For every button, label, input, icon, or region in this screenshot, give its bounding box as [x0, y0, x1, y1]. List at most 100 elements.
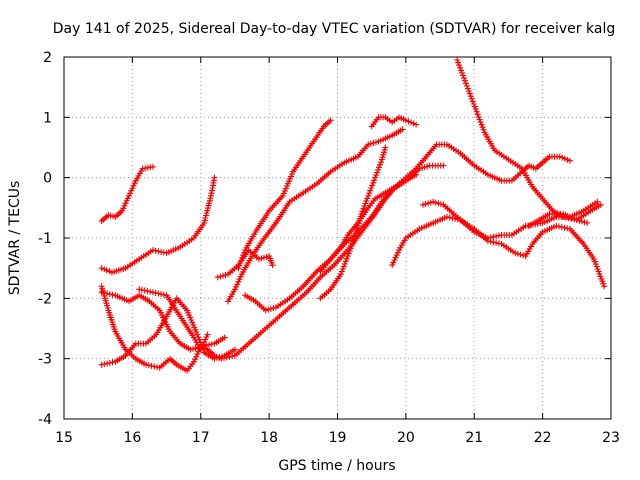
x-tick-label: 16	[123, 430, 141, 446]
data-point-marker	[364, 195, 371, 202]
data-point-marker	[106, 359, 113, 366]
data-point-marker	[155, 248, 162, 255]
data-point-marker	[422, 201, 429, 208]
data-point-marker	[440, 162, 447, 169]
x-tick-label: 23	[602, 430, 620, 446]
data-point-marker	[152, 289, 159, 296]
data-point-marker	[221, 355, 227, 362]
data-point-marker	[109, 291, 116, 298]
data-point-marker	[408, 119, 414, 126]
data-point-marker	[158, 248, 165, 255]
data-point-marker	[362, 200, 369, 207]
x-tick-label: 19	[329, 430, 347, 446]
data-point-marker	[267, 305, 274, 312]
data-point-marker	[234, 281, 241, 288]
series-s17	[526, 210, 591, 229]
data-point-marker	[98, 265, 105, 272]
data-point-marker	[145, 362, 152, 369]
data-point-marker	[241, 249, 248, 256]
data-point-marker	[367, 187, 374, 194]
data-point-marker	[365, 192, 372, 199]
data-point-marker	[413, 121, 420, 128]
data-point-marker	[368, 185, 375, 191]
x-tick-label: 21	[465, 430, 483, 446]
data-point-marker	[149, 247, 156, 254]
data-point-marker	[473, 108, 480, 115]
data-point-marker	[462, 77, 468, 84]
data-point-marker	[372, 174, 379, 181]
data-point-marker	[378, 159, 384, 166]
series-s11	[317, 144, 389, 302]
data-point-marker	[443, 213, 450, 220]
data-point-marker	[206, 341, 212, 348]
data-point-marker	[346, 247, 353, 254]
data-point-marker	[152, 247, 159, 254]
data-point-marker	[399, 126, 406, 133]
data-point-marker	[148, 362, 155, 369]
data-layer	[98, 57, 608, 374]
series-s2	[98, 174, 218, 276]
data-point-marker	[470, 101, 477, 107]
data-point-marker	[374, 169, 381, 176]
data-point-marker	[211, 174, 218, 181]
tick-layer: 15 16 17 18 19 20 21 22 23 -4 -3 -2 -1 0 1 2	[38, 50, 620, 446]
data-point-marker	[371, 177, 378, 184]
data-point-marker	[238, 257, 245, 264]
data-point-marker	[475, 113, 482, 120]
data-point-marker	[217, 273, 224, 280]
series-s14	[389, 213, 608, 290]
data-point-marker	[437, 201, 444, 208]
data-point-marker	[193, 353, 200, 360]
x-tick-label: 18	[260, 430, 278, 446]
data-point-marker	[594, 198, 601, 205]
data-point-marker	[338, 268, 345, 275]
data-point-marker	[376, 164, 382, 171]
data-point-marker	[566, 157, 573, 164]
data-point-marker	[581, 219, 588, 226]
data-point-marker	[345, 250, 352, 257]
data-point-marker	[239, 254, 246, 261]
data-point-marker	[446, 214, 453, 221]
data-point-marker	[419, 164, 426, 171]
data-point-marker	[561, 224, 568, 231]
data-point-marker	[192, 345, 199, 352]
data-point-marker	[452, 215, 459, 222]
data-point-marker	[229, 353, 236, 360]
data-point-marker	[235, 265, 242, 272]
data-point-marker	[578, 218, 585, 225]
data-point-marker	[561, 155, 568, 162]
data-point-marker	[493, 239, 500, 246]
data-point-marker	[558, 224, 565, 231]
data-point-marker	[514, 250, 521, 257]
series-s1	[98, 163, 156, 225]
data-point-marker	[460, 72, 466, 79]
data-point-marker	[223, 354, 230, 361]
series-line	[101, 166, 154, 222]
data-point-marker	[468, 95, 475, 102]
series-s13	[368, 114, 420, 130]
data-point-marker	[104, 360, 111, 367]
data-point-marker	[370, 140, 377, 146]
data-point-marker	[455, 59, 462, 66]
data-point-marker	[466, 90, 473, 97]
data-point-marker	[479, 124, 486, 131]
data-point-marker	[556, 153, 563, 160]
data-point-marker	[573, 216, 580, 223]
data-point-marker	[556, 223, 562, 230]
data-point-marker	[360, 205, 367, 212]
data-point-marker	[155, 290, 162, 297]
data-point-marker	[231, 346, 238, 353]
data-point-marker	[597, 201, 604, 208]
y-tick-label: 0	[43, 171, 52, 187]
data-point-marker	[425, 200, 432, 207]
data-point-marker	[430, 198, 437, 205]
data-point-marker	[361, 203, 368, 210]
data-point-marker	[373, 172, 380, 179]
data-point-marker	[218, 355, 225, 362]
data-point-marker	[204, 331, 211, 338]
data-point-marker	[480, 126, 487, 133]
data-point-marker	[109, 359, 116, 366]
chart-title: Day 141 of 2025, Sidereal Day-to-day VTE…	[53, 21, 615, 37]
data-point-marker	[495, 240, 502, 247]
